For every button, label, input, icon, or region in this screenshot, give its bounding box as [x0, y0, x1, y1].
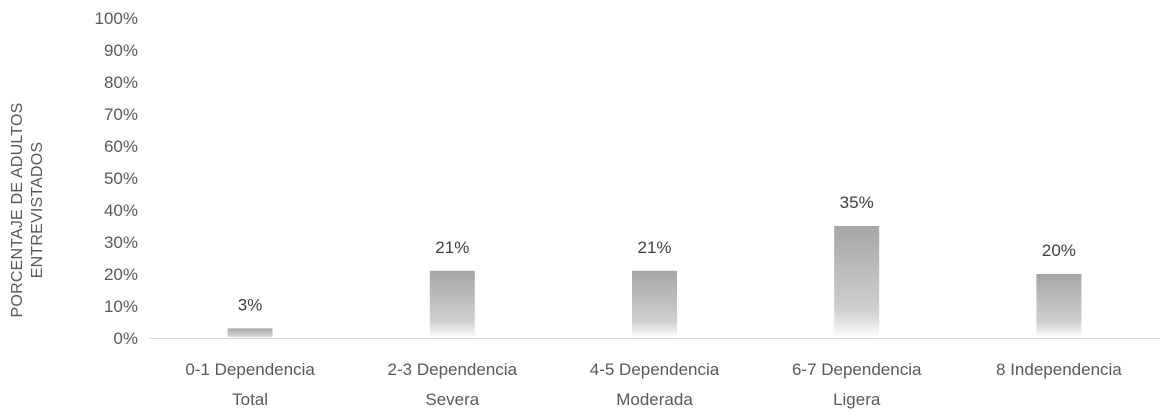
y-tick-label: 100%	[95, 9, 138, 28]
x-tick-label-line: Severa	[425, 390, 479, 409]
y-tick-label: 0%	[113, 329, 138, 348]
data-labels: 3% 21% 21% 35% 20%	[238, 193, 1076, 314]
data-label: 21%	[637, 238, 671, 257]
y-axis-title: PORCENTAJE DE ADULTOS ENTREVISTADOS	[9, 103, 46, 318]
y-tick-label: 70%	[104, 105, 138, 124]
y-axis-title-line: ENTREVISTADOS	[29, 142, 46, 279]
x-tick-label: 6-7 Dependencia Ligera	[792, 360, 922, 409]
x-tick-label-line: 4-5 Dependencia	[590, 360, 720, 379]
x-tick-label-line: 8 Independencia	[996, 360, 1122, 379]
y-tick-label: 60%	[104, 137, 138, 156]
y-tick-label: 40%	[104, 201, 138, 220]
bar	[1036, 274, 1082, 338]
x-tick-label-line: Moderada	[616, 390, 693, 409]
x-tick-label-line: 6-7 Dependencia	[792, 360, 922, 379]
y-tick-label: 50%	[104, 169, 138, 188]
bar	[834, 226, 880, 338]
x-tick-label: 2-3 Dependencia Severa	[388, 360, 518, 409]
x-tick-label-line: Ligera	[833, 390, 881, 409]
x-tick-label: 0-1 Dependencia Total	[185, 360, 315, 409]
bar	[632, 270, 677, 338]
x-tick-label: 8 Independencia	[996, 360, 1122, 379]
data-label: 21%	[435, 238, 469, 257]
y-tick-label: 90%	[104, 41, 138, 60]
y-tick-label: 10%	[104, 297, 138, 316]
bars	[227, 226, 1082, 338]
y-tick-label: 30%	[104, 233, 138, 252]
y-tick-label: 20%	[104, 265, 138, 284]
x-tick-label-line: Total	[232, 390, 268, 409]
bar	[227, 328, 273, 338]
data-label: 3%	[238, 295, 263, 314]
x-tick-label-line: 0-1 Dependencia	[185, 360, 315, 379]
x-axis-ticks: 0-1 Dependencia Total 2-3 Dependencia Sever…	[185, 360, 1122, 409]
data-label: 35%	[840, 193, 874, 212]
y-axis-title-line: PORCENTAJE DE ADULTOS	[9, 103, 26, 318]
y-tick-label: 80%	[104, 73, 138, 92]
x-tick-label-line: 2-3 Dependencia	[388, 360, 518, 379]
y-axis-label: PORCENTAJE DE ADULTOS ENTREVISTADOS	[9, 103, 46, 318]
bar	[429, 270, 475, 338]
y-axis-ticks: 0% 10% 20% 30% 40% 50% 60% 70% 80% 90% 100%	[95, 9, 138, 348]
x-tick-label: 4-5 Dependencia Moderada	[590, 360, 720, 409]
data-label: 20%	[1042, 241, 1076, 260]
